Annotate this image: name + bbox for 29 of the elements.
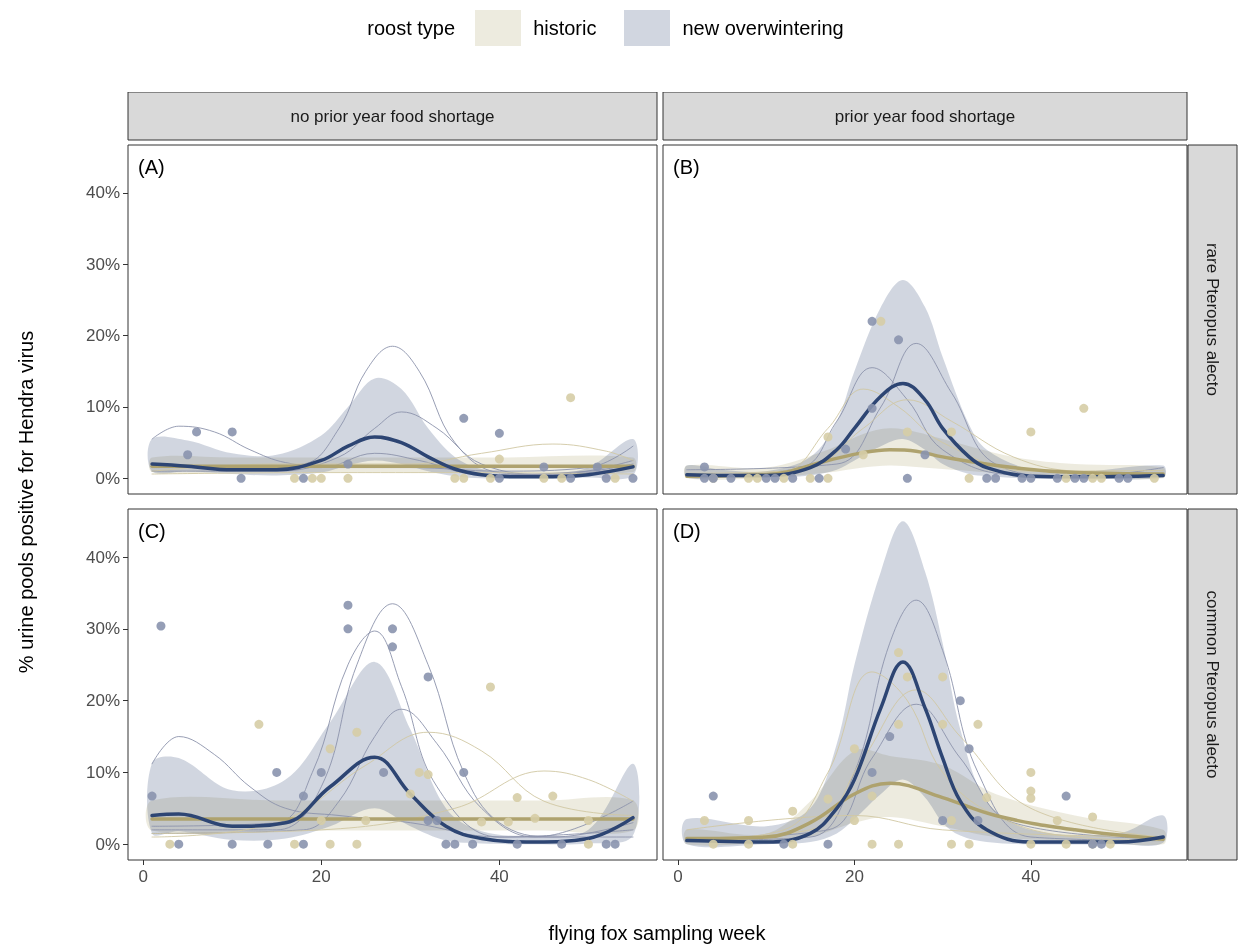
legend-title: roost type <box>367 16 456 40</box>
x-tick-label: 40 <box>1021 867 1041 886</box>
annotation: (B) <box>673 156 700 178</box>
y-tick-label: 10% <box>85 397 120 417</box>
chart-title: prior year food shortage <box>834 106 1016 126</box>
y2-axis-title: rare Pteropus alecto <box>1203 242 1222 397</box>
y-tick-label: 40% <box>85 547 120 567</box>
y-tick-label: 10% <box>85 762 120 782</box>
x-tick-label: 40 <box>489 867 509 886</box>
annotation: (C) <box>138 520 166 542</box>
x-tick-label: 20 <box>844 867 864 886</box>
y2-axis-title: common Pteropus alecto <box>1203 590 1222 779</box>
y-tick-label: 40% <box>85 183 120 203</box>
legend-label: new overwintering <box>682 16 844 40</box>
y-tick-label: 20% <box>85 326 120 346</box>
legend-label: historic <box>533 16 597 40</box>
x-tick-label: 20 <box>311 867 331 886</box>
x-tick-label: 0 <box>138 867 148 886</box>
y-tick-label: 20% <box>85 691 120 711</box>
y-tick-label: 30% <box>85 619 120 639</box>
x-axis-title: flying fox sampling week <box>548 921 766 945</box>
y-tick-label: 0% <box>95 834 120 854</box>
y-tick-label: 30% <box>85 254 120 274</box>
x-tick-label: 0 <box>673 867 683 886</box>
annotation: (A) <box>138 156 165 178</box>
chart-title: no prior year food shortage <box>290 106 495 126</box>
y-axis-title: % urine pools positive for Hendra virus <box>14 330 38 674</box>
annotation: (D) <box>673 520 701 542</box>
y-tick-label: 0% <box>95 468 120 488</box>
